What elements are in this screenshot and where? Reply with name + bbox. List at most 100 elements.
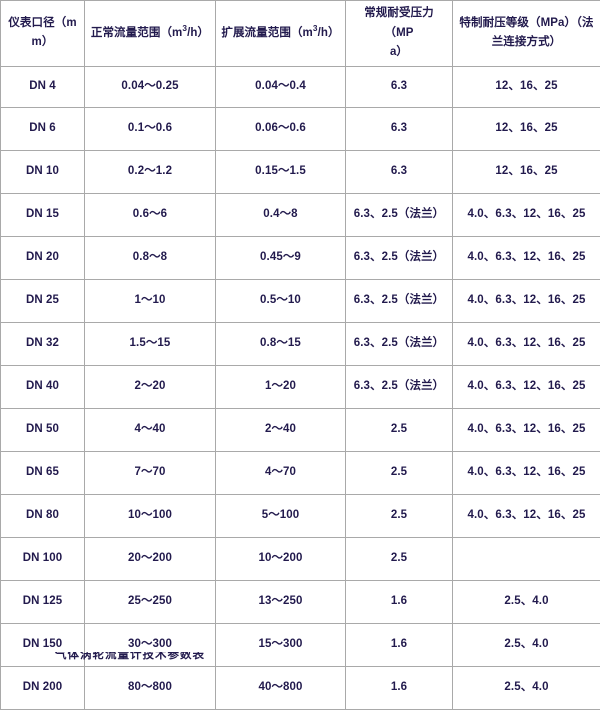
column-header-diameter-line1: 仪表口径（m	[6, 14, 79, 34]
cell-special_pressure: 4.0、6.3、12、16、25	[453, 236, 600, 279]
cell-special_pressure: 12、16、25	[453, 66, 600, 107]
cell-special_pressure: 4.0、6.3、12、16、25	[453, 322, 600, 365]
cell-normal_flow_range: 10～100	[85, 494, 216, 537]
cell-extended_flow_range: 2～40	[216, 408, 346, 451]
cell-normal_flow_range: 0.8～8	[85, 236, 216, 279]
cell-normal_flow_range: 20～200	[85, 537, 216, 580]
cell-normal_pressure: 2.5	[346, 494, 453, 537]
cell-special_pressure: 4.0、6.3、12、16、25	[453, 279, 600, 322]
cell-normal_flow_range: 0.1～0.6	[85, 107, 216, 150]
cell-normal_flow_range: 4～40	[85, 408, 216, 451]
cell-extended_flow_range: 10～200	[216, 537, 346, 580]
cell-extended_flow_range: 40～800	[216, 666, 346, 709]
column-header-normal-pressure-line1: 常规耐受压力（MP	[351, 4, 447, 43]
cell-diameter: DN 80	[1, 494, 85, 537]
cell-special_pressure: 4.0、6.3、12、16、25	[453, 494, 600, 537]
cell-diameter: DN 6	[1, 107, 85, 150]
cell-special_pressure: 4.0、6.3、12、16、25	[453, 408, 600, 451]
cell-diameter: DN 65	[1, 451, 85, 494]
cell-extended_flow_range: 1～20	[216, 365, 346, 408]
cell-diameter: DN 15	[1, 193, 85, 236]
cell-normal_pressure: 6.3	[346, 66, 453, 107]
column-header-special-pressure-line2: 兰连接方式）	[458, 33, 595, 53]
cell-normal_pressure: 6.3、2.5（法兰）	[346, 322, 453, 365]
cell-extended_flow_range: 0.45～9	[216, 236, 346, 279]
cell-normal_flow_range: 7～70	[85, 451, 216, 494]
cell-normal_pressure: 6.3、2.5（法兰）	[346, 236, 453, 279]
column-header-normal-flow-range-part1: 正常流量范围（m	[91, 27, 183, 39]
cell-normal_pressure: 6.3、2.5（法兰）	[346, 193, 453, 236]
column-header-extended-flow-range-text: 扩展流量范围（m3/h）	[221, 24, 340, 44]
column-header-extended-flow-range-part2: /h）	[318, 27, 340, 39]
cell-extended_flow_range: 5～100	[216, 494, 346, 537]
clipped-caption-strip: 气体涡轮流量计技术参数表	[0, 652, 600, 660]
cell-extended_flow_range: 0.06～0.6	[216, 107, 346, 150]
cell-normal_flow_range: 1.5～15	[85, 322, 216, 365]
cell-special_pressure: 2.5、4.0	[453, 580, 600, 623]
cell-special_pressure: 2.5、4.0	[453, 666, 600, 709]
clipped-caption-text: 气体涡轮流量计技术参数表	[55, 652, 205, 660]
cell-diameter: DN 125	[1, 580, 85, 623]
cell-special_pressure: 4.0、6.3、12、16、25	[453, 365, 600, 408]
cell-extended_flow_range: 0.8～15	[216, 322, 346, 365]
column-header-normal-flow-range: 正常流量范围（m3/h）	[85, 1, 216, 67]
cell-diameter: DN 200	[1, 666, 85, 709]
cell-normal_pressure: 6.3、2.5（法兰）	[346, 365, 453, 408]
cell-special_pressure: 4.0、6.3、12、16、25	[453, 193, 600, 236]
column-header-normal-flow-range-part2: /h）	[187, 27, 209, 39]
cell-normal_flow_range: 1～10	[85, 279, 216, 322]
cell-diameter: DN 40	[1, 365, 85, 408]
cell-extended_flow_range: 0.4～8	[216, 193, 346, 236]
cell-normal_pressure: 2.5	[346, 537, 453, 580]
column-header-diameter: 仪表口径（m m）	[1, 1, 85, 67]
table-header-row: 仪表口径（m m） 正常流量范围（m3/h） 扩展流量范围（m3/h） 常规耐受…	[1, 1, 600, 67]
cell-normal_flow_range: 0.04～0.25	[85, 66, 216, 107]
cell-diameter: DN 4	[1, 66, 85, 107]
cell-special_pressure: 12、16、25	[453, 150, 600, 193]
cell-diameter: DN 20	[1, 236, 85, 279]
cell-special_pressure: 12、16、25	[453, 107, 600, 150]
column-header-special-pressure: 特制耐压等级（MPa）（法 兰连接方式）	[453, 1, 600, 67]
cell-normal_pressure: 1.6	[346, 666, 453, 709]
table-header: 仪表口径（m m） 正常流量范围（m3/h） 扩展流量范围（m3/h） 常规耐受…	[1, 1, 600, 67]
cell-diameter: DN 32	[1, 322, 85, 365]
cell-extended_flow_range: 0.5～10	[216, 279, 346, 322]
cell-normal_pressure: 1.6	[346, 580, 453, 623]
cell-extended_flow_range: 0.04～0.4	[216, 66, 346, 107]
cell-diameter: DN 10	[1, 150, 85, 193]
cell-normal_flow_range: 0.6～6	[85, 193, 216, 236]
cell-diameter: DN 50	[1, 408, 85, 451]
cell-normal_flow_range: 2～20	[85, 365, 216, 408]
cell-normal_pressure: 6.3、2.5（法兰）	[346, 279, 453, 322]
column-header-extended-flow-range-part1: 扩展流量范围（m	[221, 27, 313, 39]
cell-extended_flow_range: 13～250	[216, 580, 346, 623]
cell-normal_pressure: 6.3	[346, 150, 453, 193]
cell-normal_pressure: 2.5	[346, 451, 453, 494]
column-header-diameter-line2: m）	[6, 33, 79, 53]
cell-special_pressure: 4.0、6.3、12、16、25	[453, 451, 600, 494]
spec-table-sheet: 仪表口径（m m） 正常流量范围（m3/h） 扩展流量范围（m3/h） 常规耐受…	[0, 0, 600, 660]
cell-extended_flow_range: 0.15～1.5	[216, 150, 346, 193]
cell-normal_flow_range: 80～800	[85, 666, 216, 709]
cell-normal_flow_range: 25～250	[85, 580, 216, 623]
cell-extended_flow_range: 4～70	[216, 451, 346, 494]
column-header-special-pressure-line1: 特制耐压等级（MPa）（法	[458, 14, 595, 34]
cell-diameter: DN 25	[1, 279, 85, 322]
column-header-normal-flow-range-text: 正常流量范围（m3/h）	[90, 24, 210, 44]
cell-normal_flow_range: 0.2～1.2	[85, 150, 216, 193]
